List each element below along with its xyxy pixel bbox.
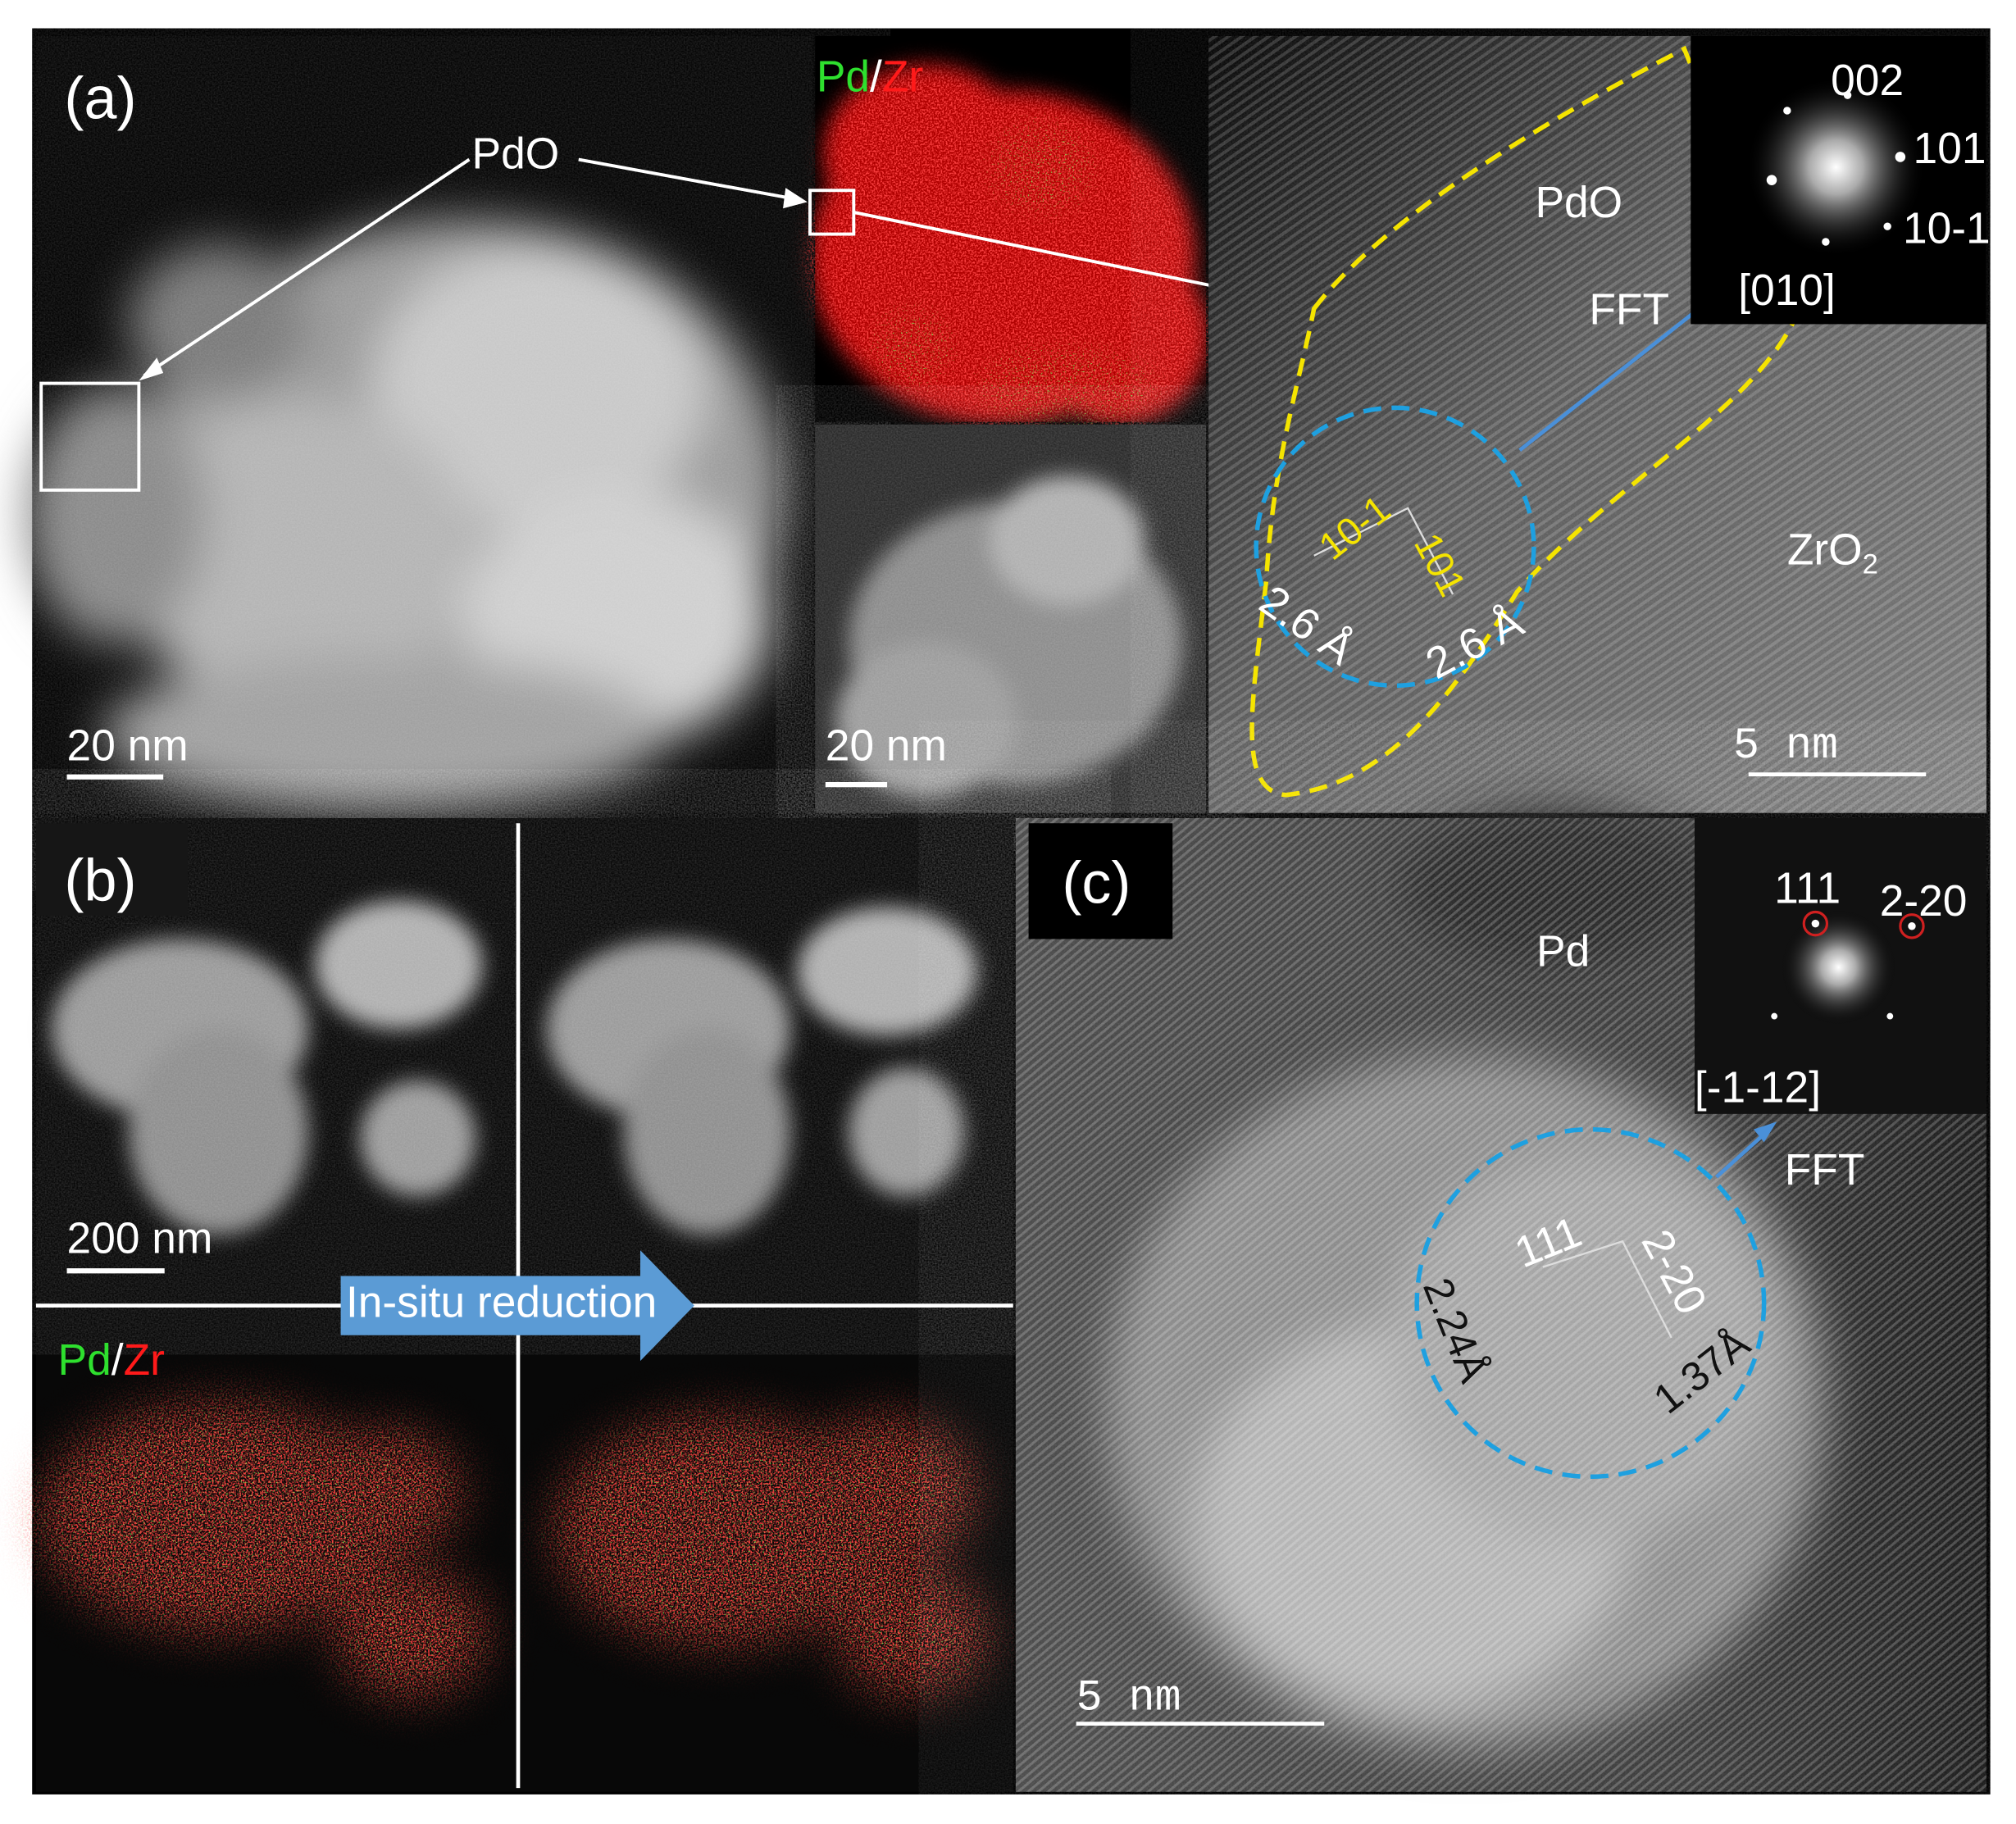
panel-a-haadf: 20 nm [815,424,1207,813]
panel-b-g-rect [35,1305,1013,1792]
panel-c-g-circle [1771,1012,1778,1020]
panel-c-polygon [1754,1121,1777,1143]
panel-a-eds-map: Pd/Zr [808,35,1317,422]
panel-a-hrtem-circle [1254,405,1536,689]
panel-c-circle [1781,909,1897,1026]
phase-name: ZrO [1787,526,1863,575]
panel-c-circle [1899,913,1925,939]
panel-label: (b) [64,848,136,914]
panel-b: (b) 200 nm In-situ reduction Pd/Zr [35,817,1013,1792]
fft-label: FFT [1785,1146,1865,1194]
panel-label: (c) [1062,851,1131,917]
panel-c-line [1715,1130,1768,1179]
scale-bar-label: 200 nm [67,1214,213,1262]
panel-a-stem-rect [39,381,141,492]
scale-bar-label: 5 nm [1076,1674,1181,1723]
panel-a-fft-inset-g-circle [1783,107,1791,115]
fft-spot-label: 101 [1914,125,1986,173]
scale-bar-label: 20 nm [826,721,947,770]
panel-a-fft-inset-g-circle [1822,238,1830,246]
panel-a-stem-line [143,157,471,377]
scale-bar-label: 5 nm [1733,722,1838,771]
fft-label: FFT [1589,285,1669,334]
panel-a-fft-inset-g-circle [1843,91,1852,99]
panel-b-polygon [340,1250,694,1362]
panel-a-fft-inset-g-circle [1883,222,1891,230]
panel-a-eds-map-g [815,35,1207,422]
element-label: Zr [124,1336,165,1385]
panel-b-rect [35,823,188,917]
panel-a-fft-inset-g-circle [1895,152,1906,162]
phase-label: Pd [1536,927,1590,976]
fft-spot-label: 2-20 [1880,877,1968,926]
panel-a-stem-rect [35,35,813,813]
panel-a-stem: (a) PdO 20 nm [25,35,813,813]
separator: / [870,52,882,101]
panel-a-fft-inset-g [1766,91,1906,246]
panel-c-circle [1802,910,1829,937]
eds-legend: Pd/Zr [817,52,923,101]
panel-a-hrtem-line [1518,294,1717,453]
panel-c-polyline [1542,1240,1672,1339]
fft-spot-label: 10-1 [1903,205,1991,253]
panel-a-eds-map-g-rect [815,35,1207,422]
scale-bar-label: 20 nm [67,721,189,770]
panel-c-g [1771,919,1916,1020]
separator: / [111,1336,124,1385]
zone-axis-label: [010] [1738,266,1836,315]
panel-c-g-circle [1908,922,1916,930]
panel-a-haadf-rect [815,424,1207,813]
panel-a-hrtem-polyline [1313,507,1454,595]
panel-a-fft-inset-g-circle [1766,175,1777,185]
panel-b-g [35,1305,1013,1792]
eds-legend: Pd/Zr [58,1336,165,1385]
panel-a-stem-polygon [783,188,808,209]
panel-c: (c) Pd 111 2-20 [-1-12] FFT 111 2-20 2.2… [1015,810,1986,1792]
zone-axis-label: [-1-12] [1695,1064,1821,1112]
panel-label: (a) [64,66,136,132]
element-label: Pd [817,52,870,101]
pdo-label: PdO [472,130,560,179]
element-label: Pd [58,1336,111,1385]
panel-a-stem-polygon [139,357,164,381]
panel-c-g-circle [1886,1012,1894,1020]
panel-c-rect [1028,823,1173,939]
panel-a-fft-inset-circle [1745,77,1927,257]
element-label: Zr [882,52,923,101]
fft-spot-label: 002 [1831,57,1904,105]
fft-spot-label: 111 [1774,864,1841,912]
panel-c-g-circle [1811,919,1820,928]
arrow-label: In-situ reduction [346,1279,657,1327]
panel-b-rect [35,817,1013,1306]
subscript: 2 [1863,549,1878,580]
panel-c-circle [1414,1126,1767,1480]
panel-a-stem-line [578,157,798,202]
phase-label: PdO [1535,179,1622,227]
panel-a-fft-inset: 002 101 10-1 [010] [1691,35,1991,325]
phase-label: ZrO2 [1787,526,1878,580]
